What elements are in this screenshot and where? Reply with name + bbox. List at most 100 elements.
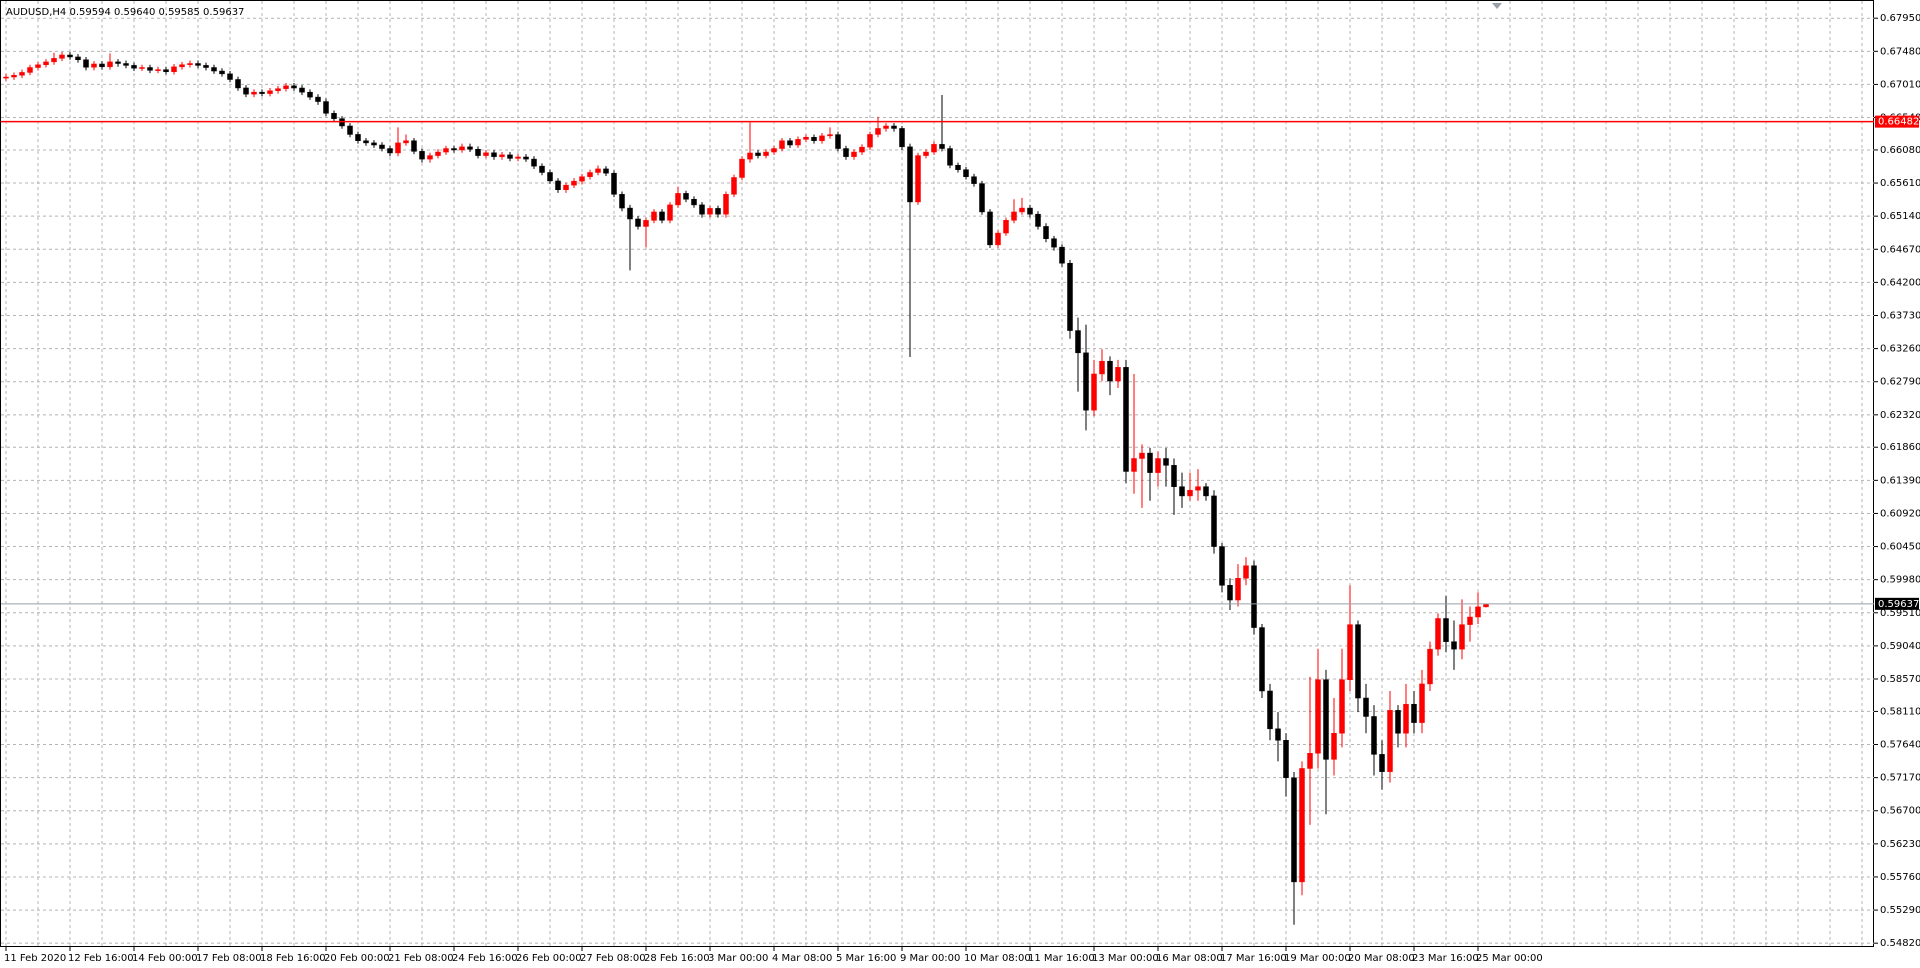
candle-body bbox=[75, 56, 81, 61]
candle-body bbox=[1467, 616, 1473, 625]
candle-body bbox=[275, 88, 281, 92]
candle-body bbox=[1227, 585, 1233, 601]
candle-body bbox=[371, 142, 377, 146]
x-tick-label: 10 Mar 08:00 bbox=[964, 953, 1031, 964]
x-tick-label: 17 Feb 08:00 bbox=[196, 953, 262, 964]
y-tick-label: 0.58110 bbox=[1880, 706, 1920, 717]
candle-body bbox=[267, 90, 273, 94]
candle-body bbox=[1131, 458, 1137, 472]
candle-body bbox=[331, 113, 337, 119]
candle-body bbox=[1195, 486, 1201, 491]
candle-body bbox=[227, 73, 233, 80]
candle-body bbox=[451, 148, 457, 151]
candle-body bbox=[1147, 452, 1153, 473]
candle-body bbox=[691, 199, 697, 206]
plot-frame bbox=[0, 0, 1874, 947]
candle-body bbox=[155, 69, 161, 71]
candle-body bbox=[955, 164, 961, 170]
candle-body bbox=[107, 61, 113, 68]
x-tick-label: 9 Mar 00:00 bbox=[900, 953, 960, 964]
candle-body bbox=[27, 67, 33, 73]
candle-body bbox=[867, 134, 873, 148]
candle-body bbox=[379, 144, 385, 149]
price-level-box bbox=[1875, 115, 1919, 128]
candle-body bbox=[715, 208, 721, 215]
candle-body bbox=[1451, 641, 1457, 650]
candle-body bbox=[987, 211, 993, 246]
candle-body bbox=[707, 208, 713, 215]
candle-body bbox=[755, 152, 761, 156]
x-tick-label: 16 Mar 08:00 bbox=[1156, 953, 1223, 964]
candle-body bbox=[243, 87, 249, 95]
candle-body bbox=[1403, 703, 1409, 734]
candle-body bbox=[1411, 703, 1417, 723]
x-tick-label: 20 Mar 08:00 bbox=[1348, 953, 1415, 964]
price-level-label: 0.66482 bbox=[1878, 117, 1919, 128]
chart-title: AUDUSD,H4 0.59594 0.59640 0.59585 0.5963… bbox=[6, 7, 244, 18]
candle-body bbox=[739, 158, 745, 178]
y-tick-label: 0.67950 bbox=[1880, 13, 1920, 24]
candle-body bbox=[1011, 211, 1017, 221]
candle-body bbox=[1387, 710, 1393, 772]
y-tick-label: 0.66080 bbox=[1880, 145, 1920, 156]
candle-body bbox=[747, 152, 753, 160]
candle-body bbox=[915, 155, 921, 203]
candle-body bbox=[147, 67, 153, 71]
candle-body bbox=[875, 128, 881, 135]
candle-body bbox=[1275, 728, 1281, 741]
candle-body bbox=[411, 140, 417, 152]
x-tick-label: 28 Feb 16:00 bbox=[644, 953, 710, 964]
price-level-box bbox=[1875, 597, 1919, 610]
candle-body bbox=[539, 165, 545, 173]
candle-body bbox=[763, 151, 769, 156]
y-tick-label: 0.61860 bbox=[1880, 442, 1920, 453]
candle-body bbox=[1171, 465, 1177, 487]
x-tick-label: 26 Feb 00:00 bbox=[516, 953, 582, 964]
candle-body bbox=[891, 125, 897, 129]
candle-body bbox=[51, 58, 57, 63]
candle-body bbox=[499, 154, 505, 157]
candle-body bbox=[627, 207, 633, 220]
candle-body bbox=[723, 194, 729, 215]
candle-body bbox=[323, 101, 329, 114]
candle-body bbox=[259, 91, 265, 94]
candle-body bbox=[1243, 565, 1249, 579]
y-tick-label: 0.61390 bbox=[1880, 475, 1920, 486]
candle-body bbox=[459, 146, 465, 151]
y-tick-label: 0.59510 bbox=[1880, 608, 1920, 619]
candle-body bbox=[1283, 740, 1289, 779]
candle-body bbox=[115, 61, 121, 64]
candle-body bbox=[619, 194, 625, 209]
candle-body bbox=[1019, 207, 1025, 213]
y-tick-label: 0.65610 bbox=[1880, 178, 1920, 189]
x-tick-label: 17 Mar 16:00 bbox=[1220, 953, 1287, 964]
candle-body bbox=[827, 134, 833, 137]
candle-body bbox=[555, 180, 561, 190]
candle-body bbox=[1427, 648, 1433, 685]
candle-body bbox=[1235, 578, 1241, 601]
candle-body bbox=[131, 65, 137, 69]
candle-body bbox=[907, 146, 913, 203]
y-tick-label: 0.67480 bbox=[1880, 46, 1920, 57]
x-tick-label: 23 Mar 16:00 bbox=[1412, 953, 1479, 964]
y-tick-label: 0.63260 bbox=[1880, 344, 1920, 355]
candle-body bbox=[347, 125, 353, 135]
candle-body bbox=[251, 91, 257, 95]
candle-body bbox=[1435, 618, 1441, 650]
candle-body bbox=[1307, 753, 1313, 769]
candle-body bbox=[603, 168, 609, 174]
candle-body bbox=[531, 158, 537, 167]
candle-body bbox=[1043, 226, 1049, 239]
y-tick-label: 0.57640 bbox=[1880, 740, 1920, 751]
candle-body bbox=[651, 211, 657, 221]
candle-body bbox=[19, 72, 25, 76]
x-tick-label: 18 Feb 16:00 bbox=[260, 953, 326, 964]
candle-body bbox=[1363, 697, 1369, 717]
candle-body bbox=[1339, 679, 1345, 734]
candle-body bbox=[1155, 458, 1161, 473]
candle-body bbox=[1291, 777, 1297, 883]
candle-body bbox=[299, 87, 305, 93]
candle-body bbox=[1219, 546, 1225, 586]
